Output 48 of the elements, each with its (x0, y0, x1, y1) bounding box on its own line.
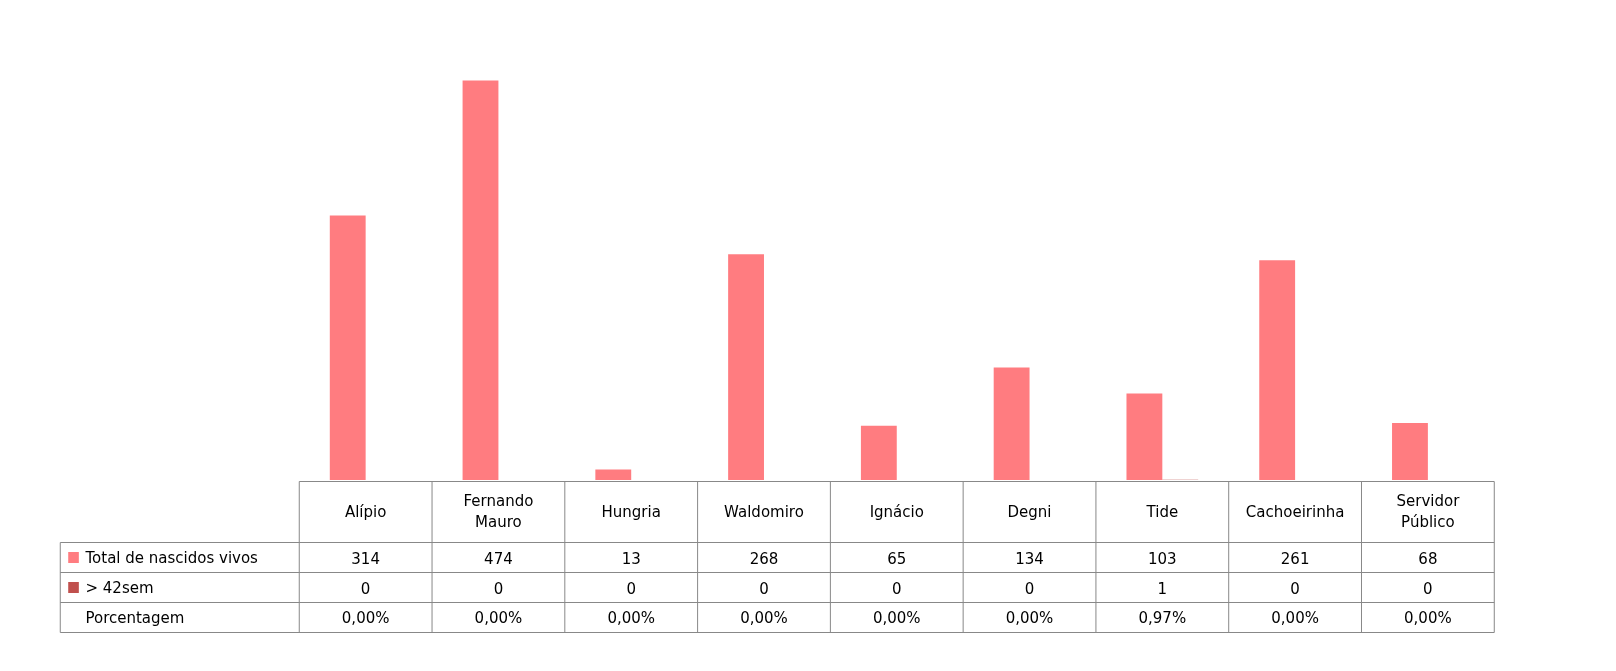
x-tick-label: Waldomiro (724, 502, 804, 521)
data-label: 0,00% (474, 608, 523, 627)
data-label: 474 (484, 549, 513, 568)
bar (462, 80, 499, 480)
data-label: 261 (1280, 549, 1310, 568)
x-tick-label: Servidor Público (1396, 491, 1461, 532)
bar (1126, 393, 1163, 480)
data-label: 314 (351, 549, 380, 568)
data-label: 0 (759, 579, 769, 598)
data-label: 0,97% (1138, 608, 1187, 627)
data-label: 0 (1024, 579, 1035, 598)
data-label: 0,00% (740, 608, 788, 627)
bar (728, 254, 764, 480)
data-label: 0,00% (1005, 608, 1054, 627)
data-label: 0,00% (341, 608, 390, 627)
data-label: 0 (493, 579, 504, 598)
data-label: 1 (1157, 579, 1168, 598)
legend-label: Total de nascidos vivos (84, 548, 259, 567)
data-label: 0 (360, 579, 371, 598)
bar (860, 425, 897, 480)
text: Porcentagem (85, 608, 185, 627)
x-tick-label: Alípio (344, 502, 387, 521)
x-tick-label: Hungria (601, 502, 661, 521)
x-tick-label: Degni (1007, 502, 1052, 521)
bar (1392, 423, 1428, 480)
data-label: 0 (626, 579, 636, 598)
x-tick-label: Ignácio (869, 502, 924, 521)
data-label: 268 (749, 549, 779, 568)
data-label: 0 (1290, 579, 1300, 598)
data-label: 13 (621, 549, 641, 568)
data-label: 0 (1423, 579, 1433, 598)
legend-label: > 42sem (85, 578, 154, 597)
data-label: 0,00% (872, 608, 921, 627)
data-label: 68 (1418, 549, 1438, 568)
x-tick-label: Fernando Mauro (463, 491, 534, 532)
data-label: 0,00% (1271, 608, 1319, 627)
x-tick-label: Cachoeirinha (1245, 502, 1345, 521)
data-label: 103 (1148, 549, 1177, 568)
data-label: 65 (887, 549, 907, 568)
bar (595, 469, 632, 480)
data-label: 0,00% (607, 608, 656, 627)
data-label: 0 (891, 579, 902, 598)
data-label: 0,00% (1404, 608, 1452, 627)
bar (993, 367, 1030, 480)
bar (329, 215, 366, 480)
x-tick-label: Tide (1145, 502, 1179, 521)
data-label: 134 (1015, 549, 1044, 568)
bar (1259, 260, 1296, 480)
